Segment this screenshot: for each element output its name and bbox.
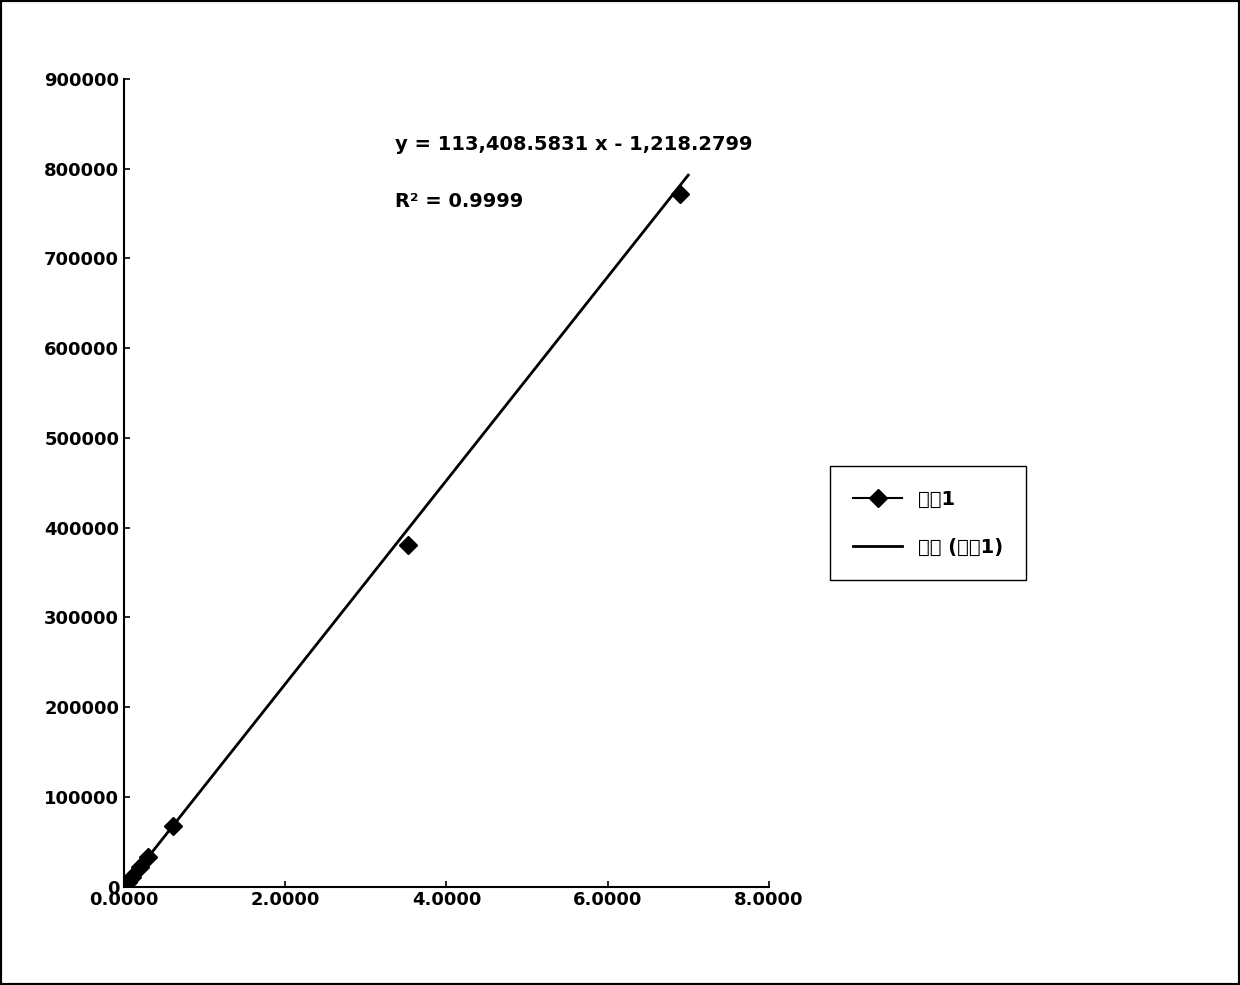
Legend: 系兗1, 线性 (系兗1): 系兗1, 线性 (系兗1) [830, 466, 1025, 580]
Text: y = 113,408.5831 x - 1,218.2799: y = 113,408.5831 x - 1,218.2799 [394, 135, 753, 155]
Text: R² = 0.9999: R² = 0.9999 [394, 192, 523, 211]
